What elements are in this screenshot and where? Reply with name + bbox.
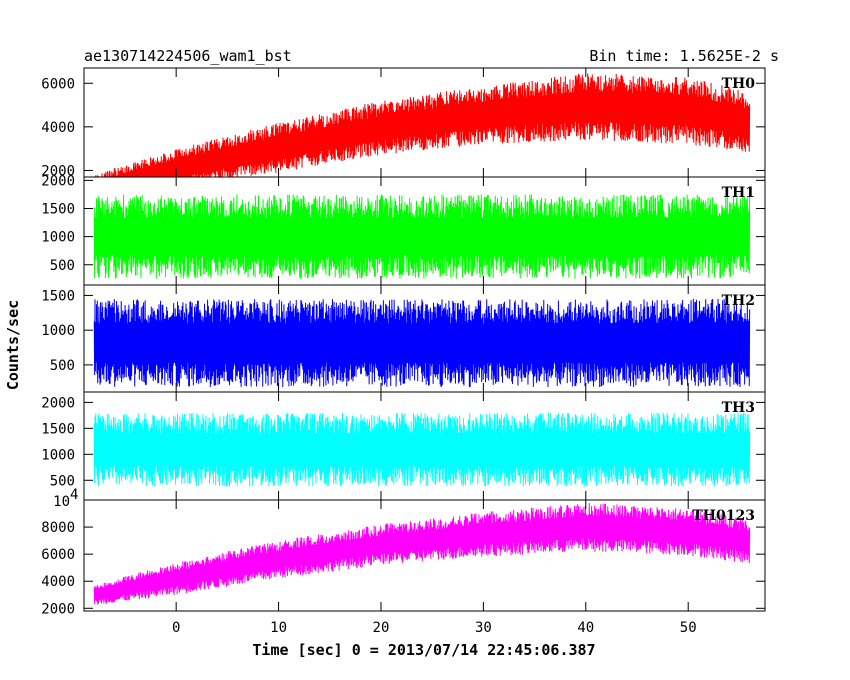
x-tick-label: 10	[270, 620, 287, 636]
x-tick-label: 50	[680, 620, 697, 636]
y-tick-label: 1500	[41, 202, 75, 218]
panel-stack: 2000 4000 6000 TH0 500 1000 1500 2000 TH1 500 1000…	[41, 67, 766, 617]
series-line-th0	[95, 73, 751, 177]
y-tick-label: 2000	[41, 173, 75, 189]
series-line-th1	[93, 194, 751, 279]
y-tick-label: 10	[53, 494, 70, 510]
x-axis-label: Time [sec] 0 = 2013/07/14 22:45:06.387	[252, 641, 595, 659]
y-tick-label: 500	[50, 473, 75, 489]
y-tick-label: 6000	[41, 76, 75, 92]
series-line-th3	[93, 412, 751, 487]
y-tick-label: 2000	[41, 601, 75, 617]
panel-th0123: 2000 4000 6000 8000 10 4 TH0123	[41, 487, 766, 617]
panel-th2: 500 1000 1500 TH2	[41, 284, 766, 393]
y-tick-label: 500	[50, 358, 75, 374]
y-tick-label: 500	[50, 258, 75, 274]
y-tick-label: 8000	[41, 520, 75, 536]
y-tick-label: 1000	[41, 230, 75, 246]
series-line-th2	[93, 298, 751, 388]
y-tick-label: 1500	[41, 288, 75, 304]
panel-frame	[83, 499, 766, 612]
observation-id: ae130714224506_wam1_bst	[84, 47, 292, 65]
y-tick-label: 2000	[41, 395, 75, 411]
panel-th1: 500 1000 1500 2000 TH1	[41, 173, 766, 286]
y-tick-label: 1000	[41, 323, 75, 339]
panel-label: TH3	[722, 400, 755, 416]
y-tick-label: 2000	[41, 163, 75, 179]
x-tick-label: 0	[172, 620, 180, 636]
panel-label: TH0	[722, 76, 756, 92]
x-axis: 0 10 20 30 40 50	[172, 620, 697, 636]
y-tick-label: 6000	[41, 547, 75, 563]
y-tick-label: 1500	[41, 421, 75, 437]
panel-label: TH2	[722, 293, 755, 309]
y-tick-label: 4000	[41, 574, 75, 590]
panel-label: TH0123	[692, 508, 755, 524]
x-tick-label: 40	[577, 620, 594, 636]
y-axis-label: Counts/sec	[4, 300, 22, 390]
series-line-th0123	[93, 502, 751, 605]
y-tick-label: 4000	[41, 120, 75, 136]
panel-label: TH1	[722, 185, 755, 201]
panel-th3: 500 1000 1500 2000 TH3	[41, 391, 766, 501]
panel-th0: 2000 4000 6000 TH0	[41, 67, 766, 179]
y-tick-label-exponent: 4	[70, 487, 78, 503]
x-tick-label: 30	[475, 620, 492, 636]
bin-time-label: Bin time: 1.5625E-2 s	[589, 47, 779, 65]
y-tick-label: 1000	[41, 447, 75, 463]
x-tick-label: 20	[373, 620, 390, 636]
